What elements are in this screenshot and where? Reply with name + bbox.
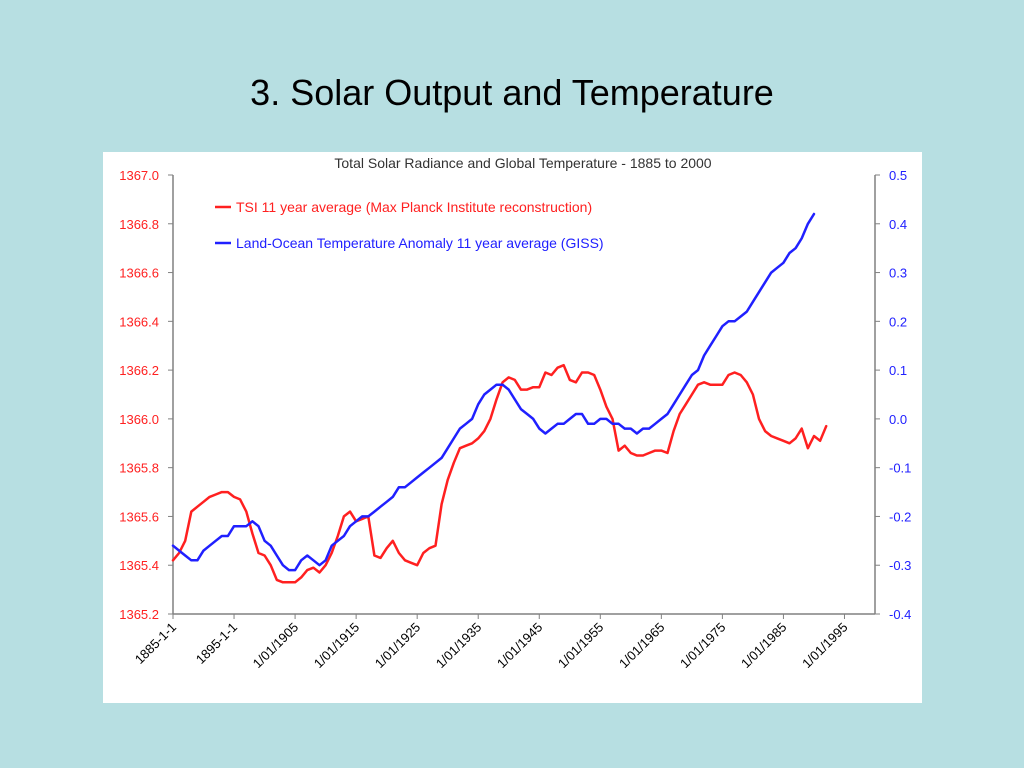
left-y-tick-label: 1366.4	[119, 314, 159, 329]
right-y-tick-label: 0.2	[889, 314, 907, 329]
x-tick-label: 1/01/1985	[738, 620, 790, 672]
tsi-series-line	[171, 363, 828, 584]
x-tick-label: 1/01/1975	[677, 620, 729, 672]
left-y-tick-label: 1367.0	[119, 168, 159, 183]
x-tick-label: 1895-1-1	[193, 620, 240, 667]
left-y-tick-label: 1366.6	[119, 266, 159, 281]
right-y-tick-label: 0.0	[889, 412, 907, 427]
temperature-series-line	[171, 212, 816, 572]
left-y-tick-label: 1366.2	[119, 363, 159, 378]
solar-temperature-chart: Total Solar Radiance and Global Temperat…	[119, 155, 911, 672]
right-y-tick-label: 0.3	[889, 266, 907, 281]
x-tick-label: 1/01/1995	[799, 620, 851, 672]
right-y-tick-label: 0.1	[889, 363, 907, 378]
right-y-tick-label: -0.3	[889, 558, 911, 573]
x-tick-label: 1/01/1905	[250, 620, 302, 672]
left-y-tick-label: 1366.0	[119, 412, 159, 427]
left-y-tick-label: 1365.4	[119, 558, 159, 573]
left-y-tick-label: 1365.8	[119, 461, 159, 476]
x-tick-label: 1/01/1965	[616, 620, 668, 672]
slide-title: 3. Solar Output and Temperature	[250, 72, 774, 113]
legend-label-temperature: Land-Ocean Temperature Anomaly 11 year a…	[236, 235, 604, 251]
x-tick-label: 1/01/1955	[555, 620, 607, 672]
left-y-tick-label: 1365.6	[119, 509, 159, 524]
chart-legend: TSI 11 year average (Max Planck Institut…	[215, 199, 604, 251]
x-tick-label: 1/01/1925	[372, 620, 424, 672]
chart-panel: Total Solar Radiance and Global Temperat…	[103, 152, 922, 703]
right-y-tick-label: 0.5	[889, 168, 907, 183]
legend-label-tsi: TSI 11 year average (Max Planck Institut…	[236, 199, 592, 215]
x-tick-label: 1/01/1945	[494, 620, 546, 672]
chart-title: Total Solar Radiance and Global Temperat…	[334, 155, 711, 171]
chart-series	[171, 212, 828, 584]
x-tick-label: 1885-1-1	[132, 620, 179, 667]
right-y-tick-label: -0.4	[889, 607, 911, 622]
right-y-tick-label: 0.4	[889, 217, 907, 232]
left-y-tick-label: 1366.8	[119, 217, 159, 232]
left-y-tick-label: 1365.2	[119, 607, 159, 622]
right-y-tick-label: -0.2	[889, 509, 911, 524]
right-y-tick-label: -0.1	[889, 461, 911, 476]
x-tick-label: 1/01/1935	[433, 620, 485, 672]
x-tick-label: 1/01/1915	[311, 620, 363, 672]
